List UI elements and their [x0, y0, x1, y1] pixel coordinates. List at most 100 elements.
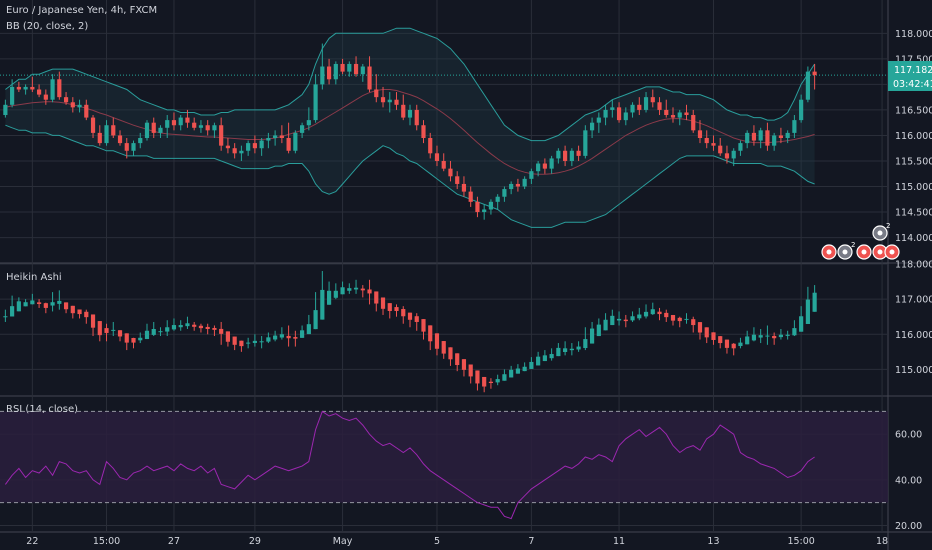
heikin-ashi-candle[interactable]: [158, 331, 163, 333]
price-candle[interactable]: [718, 145, 723, 154]
heikin-ashi-candle[interactable]: [529, 361, 534, 369]
price-candle[interactable]: [387, 99, 392, 103]
price-candle[interactable]: [111, 125, 116, 136]
price-candle[interactable]: [684, 112, 689, 116]
price-candle[interactable]: [468, 191, 473, 202]
heikin-ashi-candle[interactable]: [57, 300, 62, 304]
heikin-ashi-candle[interactable]: [77, 309, 82, 315]
heikin-ashi-candle[interactable]: [3, 316, 8, 318]
heikin-ashi-candle[interactable]: [515, 368, 520, 374]
price-candle[interactable]: [138, 138, 143, 144]
price-candle[interactable]: [360, 66, 365, 75]
price-candle[interactable]: [583, 130, 588, 156]
heikin-ashi-candle[interactable]: [745, 336, 750, 345]
heikin-ashi-candle[interactable]: [502, 374, 507, 381]
price-candle[interactable]: [347, 63, 352, 72]
price-candle[interactable]: [374, 89, 379, 98]
price-candle[interactable]: [576, 150, 581, 156]
heikin-ashi-candle[interactable]: [583, 339, 588, 349]
price-candle[interactable]: [670, 115, 676, 118]
heikin-ashi-pane[interactable]: [3, 271, 817, 393]
price-candle[interactable]: [313, 84, 318, 121]
price-candle[interactable]: [515, 183, 520, 187]
price-candle[interactable]: [232, 148, 237, 154]
price-candle[interactable]: [16, 86, 21, 90]
price-candle[interactable]: [57, 79, 62, 98]
heikin-ashi-candle[interactable]: [563, 348, 568, 353]
price-candle[interactable]: [461, 183, 467, 192]
price-candle[interactable]: [529, 171, 534, 179]
heikin-ashi-candle[interactable]: [37, 302, 42, 304]
price-candle[interactable]: [643, 97, 649, 110]
heikin-ashi-candle[interactable]: [664, 312, 669, 318]
heikin-ashi-candle[interactable]: [286, 335, 291, 339]
price-candle[interactable]: [724, 153, 730, 159]
price-candle[interactable]: [340, 63, 345, 72]
price-candle[interactable]: [131, 143, 136, 151]
heikin-ashi-candle[interactable]: [434, 333, 440, 349]
heikin-ashi-candle[interactable]: [326, 290, 332, 305]
heikin-ashi-candle[interactable]: [691, 319, 696, 326]
price-candle[interactable]: [117, 135, 123, 144]
heikin-ashi-candle[interactable]: [697, 322, 703, 333]
heikin-ashi-candle[interactable]: [178, 325, 183, 328]
price-candle[interactable]: [542, 163, 547, 169]
price-candle[interactable]: [677, 112, 682, 118]
price-candle[interactable]: [502, 189, 507, 197]
price-candle[interactable]: [23, 86, 28, 90]
price-candle[interactable]: [178, 117, 183, 126]
heikin-ashi-candle[interactable]: [549, 354, 554, 359]
price-candle[interactable]: [124, 143, 129, 151]
price-candle[interactable]: [448, 168, 453, 177]
heikin-ashi-candle[interactable]: [279, 334, 284, 338]
heikin-ashi-candle[interactable]: [198, 325, 204, 329]
price-candle[interactable]: [205, 125, 210, 131]
heikin-ashi-candle[interactable]: [151, 329, 156, 335]
heikin-ashi-candle[interactable]: [677, 317, 682, 322]
heikin-ashi-candle[interactable]: [131, 337, 136, 343]
heikin-ashi-candle[interactable]: [596, 324, 601, 337]
heikin-ashi-candle[interactable]: [380, 297, 386, 309]
price-candle[interactable]: [333, 63, 338, 80]
heikin-ashi-candle[interactable]: [394, 307, 399, 311]
heikin-ashi-candle[interactable]: [320, 289, 325, 320]
heikin-ashi-candle[interactable]: [239, 340, 244, 347]
price-candle[interactable]: [536, 163, 541, 172]
price-candle[interactable]: [711, 143, 716, 146]
price-candle[interactable]: [380, 97, 386, 103]
heikin-ashi-candle[interactable]: [448, 347, 453, 360]
price-candle[interactable]: [616, 107, 622, 121]
heikin-ashi-candle[interactable]: [536, 356, 541, 366]
heikin-ashi-candle[interactable]: [266, 337, 271, 342]
price-candle[interactable]: [84, 104, 89, 118]
heikin-ashi-candle[interactable]: [171, 325, 177, 330]
heikin-ashi-candle[interactable]: [603, 319, 608, 331]
heikin-ashi-candle[interactable]: [461, 359, 467, 370]
heikin-ashi-candle[interactable]: [812, 292, 817, 312]
heikin-ashi-candle[interactable]: [212, 327, 217, 330]
price-candle[interactable]: [97, 132, 102, 144]
heikin-ashi-candle[interactable]: [63, 302, 69, 310]
heikin-ashi-candle[interactable]: [30, 300, 35, 305]
price-candle[interactable]: [475, 201, 480, 213]
heikin-ashi-candle[interactable]: [576, 346, 581, 350]
heikin-ashi-candle[interactable]: [637, 314, 642, 319]
price-candle[interactable]: [165, 120, 170, 128]
price-candle[interactable]: [77, 104, 82, 108]
price-candle[interactable]: [219, 125, 224, 146]
heikin-ashi-candle[interactable]: [16, 301, 21, 312]
price-candle[interactable]: [650, 97, 655, 103]
main-price-pane[interactable]: [0, 27, 888, 228]
flag-icon[interactable]: 2: [837, 241, 855, 260]
heikin-ashi-candle[interactable]: [724, 339, 730, 348]
heikin-ashi-candle[interactable]: [387, 303, 392, 311]
price-candle[interactable]: [704, 138, 709, 144]
price-candle[interactable]: [738, 143, 743, 151]
price-candle[interactable]: [306, 120, 311, 126]
price-candle[interactable]: [30, 86, 35, 90]
price-candle[interactable]: [455, 176, 460, 184]
price-candle[interactable]: [10, 86, 15, 105]
heikin-ashi-candle[interactable]: [421, 319, 426, 332]
price-candle[interactable]: [50, 79, 55, 100]
